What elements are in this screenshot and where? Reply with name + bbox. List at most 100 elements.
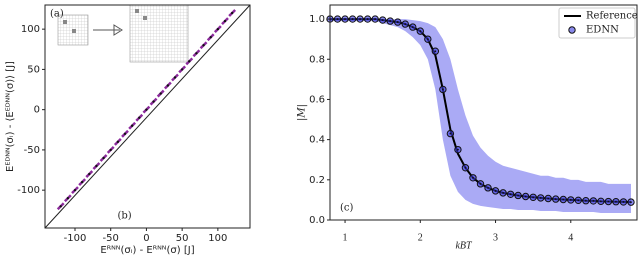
marker-dot: [554, 198, 557, 201]
plot-frame: [329, 4, 638, 221]
x-tick-label: 3: [493, 232, 498, 243]
point: [95, 164, 98, 168]
point: [230, 11, 234, 15]
marker-dot: [426, 38, 429, 41]
marker-dot: [389, 20, 392, 22]
marker-dot: [547, 197, 550, 200]
y-axis-label: Eᴱᴰᴺᴺ(σᵢ) - ⟨Eᴱᴰᴺᴺ(σ)⟩ [J]: [5, 61, 16, 172]
marker-dot: [630, 201, 632, 204]
point: [159, 92, 162, 95]
point: [73, 188, 77, 192]
marker-dot: [517, 194, 520, 197]
marker-dot: [336, 18, 339, 20]
point: [166, 84, 170, 87]
uncertainty-band: [330, 19, 631, 213]
point: [223, 19, 227, 23]
legend-swatch: [568, 26, 576, 34]
marker-dot: [404, 23, 407, 25]
x-tick-label: 2: [418, 232, 423, 243]
marker-dot: [419, 30, 422, 33]
marker-dot: [502, 191, 504, 194]
x-axis-label: Eᴿᴺᴺ(σᵢ) - Eᴿᴺᴺ(σ) [J]: [100, 245, 194, 256]
marker-dot: [434, 50, 437, 53]
marker-dot: [374, 18, 377, 20]
marker-dot: [494, 189, 497, 192]
marker-dot: [359, 18, 361, 20]
point: [123, 132, 127, 136]
point: [130, 124, 134, 127]
marker-dot: [479, 182, 482, 185]
y-tick-label: 0.0: [309, 215, 325, 226]
marker-dot: [457, 148, 459, 151]
point: [180, 68, 184, 71]
annotation: (c): [340, 203, 354, 214]
marker-dot: [449, 132, 452, 135]
y-tick-label: 100: [21, 24, 40, 35]
marker-dot: [622, 201, 625, 203]
y-tick-label: 0.4: [309, 135, 325, 146]
marker-dot: [441, 88, 444, 91]
marker-dot: [487, 186, 489, 189]
point: [152, 100, 155, 103]
point: [195, 52, 198, 55]
y-tick-label: -100: [17, 185, 40, 196]
marker-dot: [381, 19, 384, 21]
marker-dot: [524, 195, 527, 198]
y-tick-label: -50: [24, 145, 40, 156]
annotation: (a): [50, 9, 64, 20]
marker-dot: [539, 196, 542, 199]
legend-label: EDNN: [586, 25, 619, 36]
marker-dot: [569, 199, 572, 201]
y-tick-label: 0.2: [309, 175, 325, 186]
point: [188, 60, 191, 63]
y-tick-label: 1.0: [309, 14, 325, 25]
marker-dot: [464, 166, 467, 169]
marker-dot: [592, 200, 595, 202]
marker-dot: [584, 199, 587, 202]
marker-dot: [472, 176, 474, 179]
marker-dot: [411, 26, 414, 29]
plot-frame: [44, 4, 251, 229]
x-tick-label: 50: [176, 233, 189, 244]
legend-label: Reference: [586, 11, 638, 22]
marker-dot: [366, 18, 369, 20]
point: [88, 172, 91, 176]
identity-line: [44, 4, 251, 229]
marker-dot: [615, 200, 617, 203]
x-axis-label: kBT: [455, 240, 473, 251]
marker-dot: [562, 198, 565, 201]
y-tick-label: 0: [34, 105, 40, 116]
marker-dot: [599, 200, 602, 203]
x-tick-label: 100: [208, 233, 227, 244]
marker-dot: [532, 196, 535, 199]
point: [138, 116, 141, 119]
y-tick-label: 50: [27, 64, 40, 75]
point: [59, 205, 62, 208]
x-tick-label: 4: [568, 232, 573, 243]
annotation: (b): [118, 211, 132, 222]
x-tick-label: 0: [143, 233, 149, 244]
point: [116, 140, 120, 144]
x-tick-label: -100: [64, 233, 87, 244]
point: [145, 108, 148, 111]
y-tick-label: 0.6: [309, 94, 325, 105]
marker-dot: [396, 21, 399, 23]
point: [80, 180, 84, 184]
inset-lattices: [57, 4, 189, 63]
y-tick-label: 0.8: [309, 54, 325, 65]
marker-dot: [351, 18, 354, 20]
y-axis-label: |M|: [297, 104, 308, 121]
point: [202, 44, 205, 47]
x-tick-label: 1: [343, 232, 348, 243]
marker-dot: [509, 193, 512, 196]
point: [102, 156, 105, 160]
point: [109, 148, 112, 152]
point: [216, 27, 220, 31]
point: [173, 76, 177, 79]
point: [209, 36, 212, 39]
point: [66, 197, 70, 200]
x-tick-label: -50: [103, 233, 119, 244]
marker-dot: [344, 18, 346, 20]
marker-dot: [607, 200, 610, 203]
